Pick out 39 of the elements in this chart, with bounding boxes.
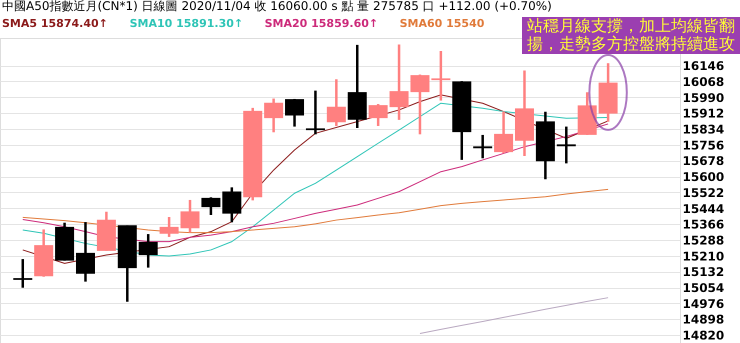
- y-tick-label: 15600: [682, 170, 724, 184]
- y-tick-label: 14820: [682, 328, 724, 343]
- y-tick-label: 15756: [682, 138, 724, 152]
- candlestick: [76, 220, 95, 283]
- y-tick-label: 15834: [682, 122, 724, 137]
- y-tick-label: 16068: [682, 74, 724, 89]
- annotation: 站穩月線支撐，加上均線皆翻揚，走勢多方控盤將持續進攻: [527, 17, 735, 53]
- y-tick-label: 16146: [682, 59, 724, 74]
- y-tick-label: 15522: [682, 186, 724, 200]
- candlestick: [390, 43, 409, 122]
- candlestick: [264, 97, 284, 134]
- candlestick: [494, 110, 514, 154]
- line-series: [419, 297, 609, 334]
- candlestick: [13, 258, 32, 289]
- text: SMA60 15540: [400, 17, 485, 30]
- candlestick: [410, 73, 430, 136]
- y-tick-label: 15288: [682, 233, 724, 248]
- y-tick-label: 14898: [682, 312, 724, 327]
- candlestick: [326, 78, 346, 128]
- text: SMA20 15859.60↑: [264, 17, 378, 30]
- y-tick-label: 15054: [682, 281, 724, 296]
- line-series: [22, 188, 609, 234]
- y-tick-label: 15132: [682, 265, 724, 280]
- y-tick-label: 15990: [682, 90, 724, 105]
- candlestick: [285, 98, 304, 128]
- y-tick-label: 15444: [682, 202, 724, 216]
- candlestick: [222, 186, 242, 224]
- y-tick-label: 15366: [682, 218, 724, 232]
- y-tick-label: 14976: [682, 296, 724, 311]
- y-tick-label: 15912: [682, 106, 724, 121]
- candlestick: [160, 216, 179, 238]
- candlestick: [201, 196, 220, 216]
- text: SMA10 15891.30↑: [130, 17, 244, 30]
- y-tick-label: 15210: [682, 249, 724, 264]
- candlestick: [368, 102, 388, 128]
- text: SMA5 15874.40↑: [2, 17, 108, 30]
- candlestick: [180, 198, 200, 234]
- chart-title: 中國A50指數近月(CN*1) 日線圖 2020/11/04 收 16060.00 s 點 量 275785 口 +112.00 (+0.70%): [2, 0, 552, 13]
- y-tick-label: 15678: [682, 154, 724, 168]
